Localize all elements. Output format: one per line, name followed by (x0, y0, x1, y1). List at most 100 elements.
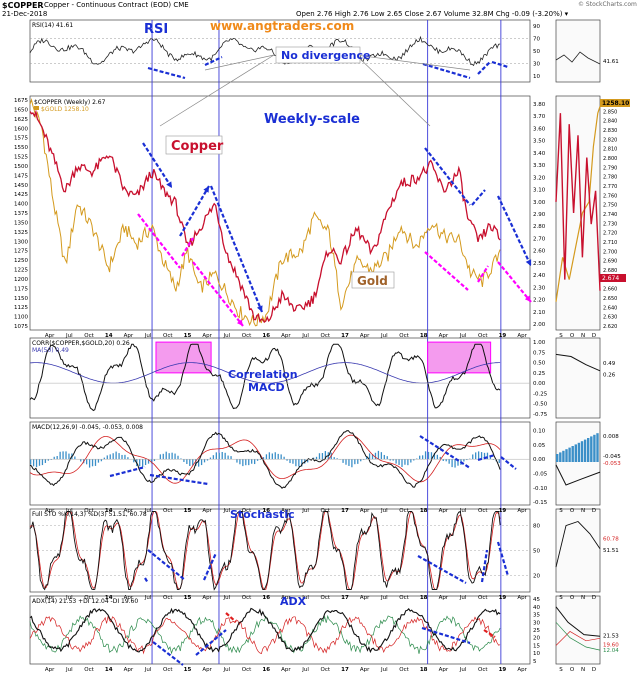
inset-price-tick: 2.840 (603, 119, 617, 125)
inset-price-tick: 2.850 (603, 109, 617, 115)
trend-annotation (497, 195, 532, 267)
x-axis-label: Jul (223, 667, 231, 673)
macd-signal-line (29, 434, 501, 484)
adx-tick: 15 (533, 643, 540, 649)
macd-histogram-bar (401, 459, 403, 467)
x-axis-label: Oct (321, 333, 331, 339)
price-left-tick: 1175 (14, 286, 28, 292)
macd-histogram-bar (85, 459, 88, 465)
x-axis-label: 14 (105, 333, 113, 339)
sto-tick: 20 (533, 573, 540, 579)
macd-histogram-bar (53, 456, 55, 460)
price-right-tick: 2.40 (533, 273, 546, 279)
macd-histogram-bar (200, 459, 203, 466)
macd-histogram-bar (389, 459, 391, 461)
macd-histogram-bar (307, 459, 309, 463)
macd-histogram-bar (469, 458, 471, 460)
panel-frame-corr (29, 337, 531, 419)
trend-annotation (225, 612, 237, 623)
x-axis-label: 19 (499, 333, 507, 339)
macd-histogram-bar (32, 459, 35, 467)
x-axis-label: Apr (517, 508, 527, 514)
macd-histogram-bar (489, 457, 492, 460)
price-left-tick: 1650 (14, 107, 28, 113)
x-axis-label: Oct (399, 595, 409, 601)
ohlc-readout: Open 2.76 High 2.76 Low 2.65 Close 2.67 … (296, 10, 569, 18)
x-axis-label: Apr (360, 667, 370, 673)
inset-x-axis-label: O (570, 667, 575, 673)
corr-tick: -0.75 (533, 412, 548, 418)
price-right-tick: 3.50 (533, 139, 546, 145)
price-left-tick: 1400 (14, 202, 28, 208)
macd-histogram-bar (248, 459, 250, 466)
inset-price-tick: 2.760 (603, 193, 617, 199)
website-annotation: www.angtraders.com (210, 19, 354, 33)
macd-histogram-bar (91, 459, 94, 467)
x-axis-label: Apr (360, 508, 370, 514)
macd-histogram-bar (139, 459, 141, 467)
no-divergence-box (275, 46, 361, 64)
macd-histogram-bar (171, 452, 173, 460)
rsi-tick: 50 (533, 49, 540, 55)
price-left-tick: 1250 (14, 258, 28, 264)
sto-legend: Full STO %K(14,3) %D(3) 51.51, 60.78 (32, 511, 147, 518)
x-axis-label: Jul (301, 667, 309, 673)
inset-x-axis-label: S (559, 595, 563, 601)
price-right-tick: 2.10 (533, 310, 546, 316)
trend-annotation (142, 142, 173, 189)
inset-price-tick: 2.710 (603, 240, 617, 246)
inset-macd-bar (571, 446, 574, 462)
macd-histogram-bar (203, 459, 206, 463)
gold-value-badge (600, 99, 630, 107)
inset-frame-corr (555, 337, 601, 419)
corr-ma-legend: MA(50) 0.49 (32, 347, 69, 354)
rsi-tick: 30 (533, 61, 540, 67)
x-axis-label: 19 (499, 667, 507, 673)
macd-tick: 0.10 (533, 429, 546, 435)
price-left-tick: 1425 (14, 192, 28, 198)
price-right-tick: 2.20 (533, 298, 546, 304)
panel-frame-adx (29, 595, 531, 665)
macd-histogram-bar (265, 454, 268, 460)
macd-histogram-bar (289, 459, 291, 464)
x-axis-label: Oct (399, 508, 409, 514)
x-axis-label: 15 (184, 333, 192, 339)
macd-histogram-bar (253, 459, 256, 465)
price-left-tick: 1150 (14, 296, 28, 302)
price-right-tick: 2.00 (533, 322, 546, 328)
x-axis-label: Jul (459, 595, 467, 601)
macd-histogram-bar (354, 459, 356, 465)
x-axis-label: Apr (124, 595, 134, 601)
x-axis-label: Apr (202, 595, 212, 601)
x-axis-label: Apr (45, 667, 55, 673)
inset-price-tick: 2.680 (603, 268, 617, 274)
macd-right-macd: -0.045 (603, 454, 621, 460)
macd-histogram-bar (165, 451, 167, 460)
x-axis-label: 15 (184, 595, 192, 601)
inset-price-tick: 2.640 (603, 305, 617, 311)
trend-annotation (204, 56, 223, 66)
x-axis-label: Oct (84, 595, 94, 601)
inset-x-axis-label: O (570, 333, 575, 339)
macd-histogram-bar (88, 459, 91, 468)
inset-price-tick: 2.700 (603, 249, 617, 255)
trend-annotation (147, 549, 186, 581)
inset-price-tick: 2.830 (603, 128, 617, 134)
macd-histogram-bar (268, 452, 271, 460)
macd-histogram-bar (115, 451, 117, 460)
macd-histogram-bar (109, 454, 111, 460)
macd-histogram-bar (245, 459, 247, 466)
x-axis-label: Apr (439, 333, 449, 339)
x-axis-label: Jul (380, 333, 388, 339)
x-axis-label: Oct (242, 508, 252, 514)
x-axis-label: 14 (105, 595, 113, 601)
x-axis-label: Apr (360, 333, 370, 339)
macd-histogram-bar (472, 454, 474, 460)
adx-tick: 30 (533, 620, 540, 626)
macd-histogram-bar (174, 453, 176, 460)
x-axis-label: Apr (281, 595, 291, 601)
corr-legend: CORR($COPPER,$GOLD,20) 0.26 (32, 340, 130, 347)
macd-histogram-bar (56, 456, 58, 460)
inset-macd-bar (565, 449, 568, 462)
arrow-head (203, 186, 209, 193)
